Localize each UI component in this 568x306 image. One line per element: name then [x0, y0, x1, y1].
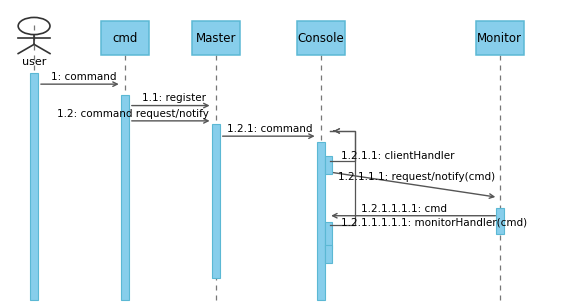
Text: 1.2.1.1.1: request/notify(cmd): 1.2.1.1.1: request/notify(cmd): [338, 172, 495, 182]
Bar: [325, 156, 332, 174]
Text: 1.2.1.1: clientHandler: 1.2.1.1: clientHandler: [341, 151, 454, 161]
Bar: [317, 142, 325, 300]
Bar: [476, 21, 524, 55]
Text: 1.2.1.1.1.1: cmd: 1.2.1.1.1.1: cmd: [361, 203, 446, 214]
Text: 1.2.1.1.1.1.1: monitorHandler(cmd): 1.2.1.1.1.1.1: monitorHandler(cmd): [341, 218, 527, 228]
Text: 1.2: command request/notify: 1.2: command request/notify: [57, 109, 208, 119]
Text: 1: command: 1: command: [51, 72, 116, 82]
Text: Console: Console: [298, 32, 344, 45]
Bar: [31, 73, 37, 300]
Bar: [101, 21, 149, 55]
Bar: [325, 222, 332, 249]
Text: 1.2.1: command: 1.2.1: command: [227, 124, 313, 134]
Bar: [296, 21, 345, 55]
Bar: [496, 208, 504, 234]
Text: cmd: cmd: [112, 32, 137, 45]
Text: 1.1: register: 1.1: register: [142, 93, 206, 103]
Text: Monitor: Monitor: [477, 32, 523, 45]
Bar: [122, 95, 129, 300]
Bar: [212, 124, 219, 278]
Bar: [325, 245, 332, 263]
Text: user: user: [22, 57, 46, 67]
Bar: [192, 21, 240, 55]
Text: Master: Master: [195, 32, 236, 45]
